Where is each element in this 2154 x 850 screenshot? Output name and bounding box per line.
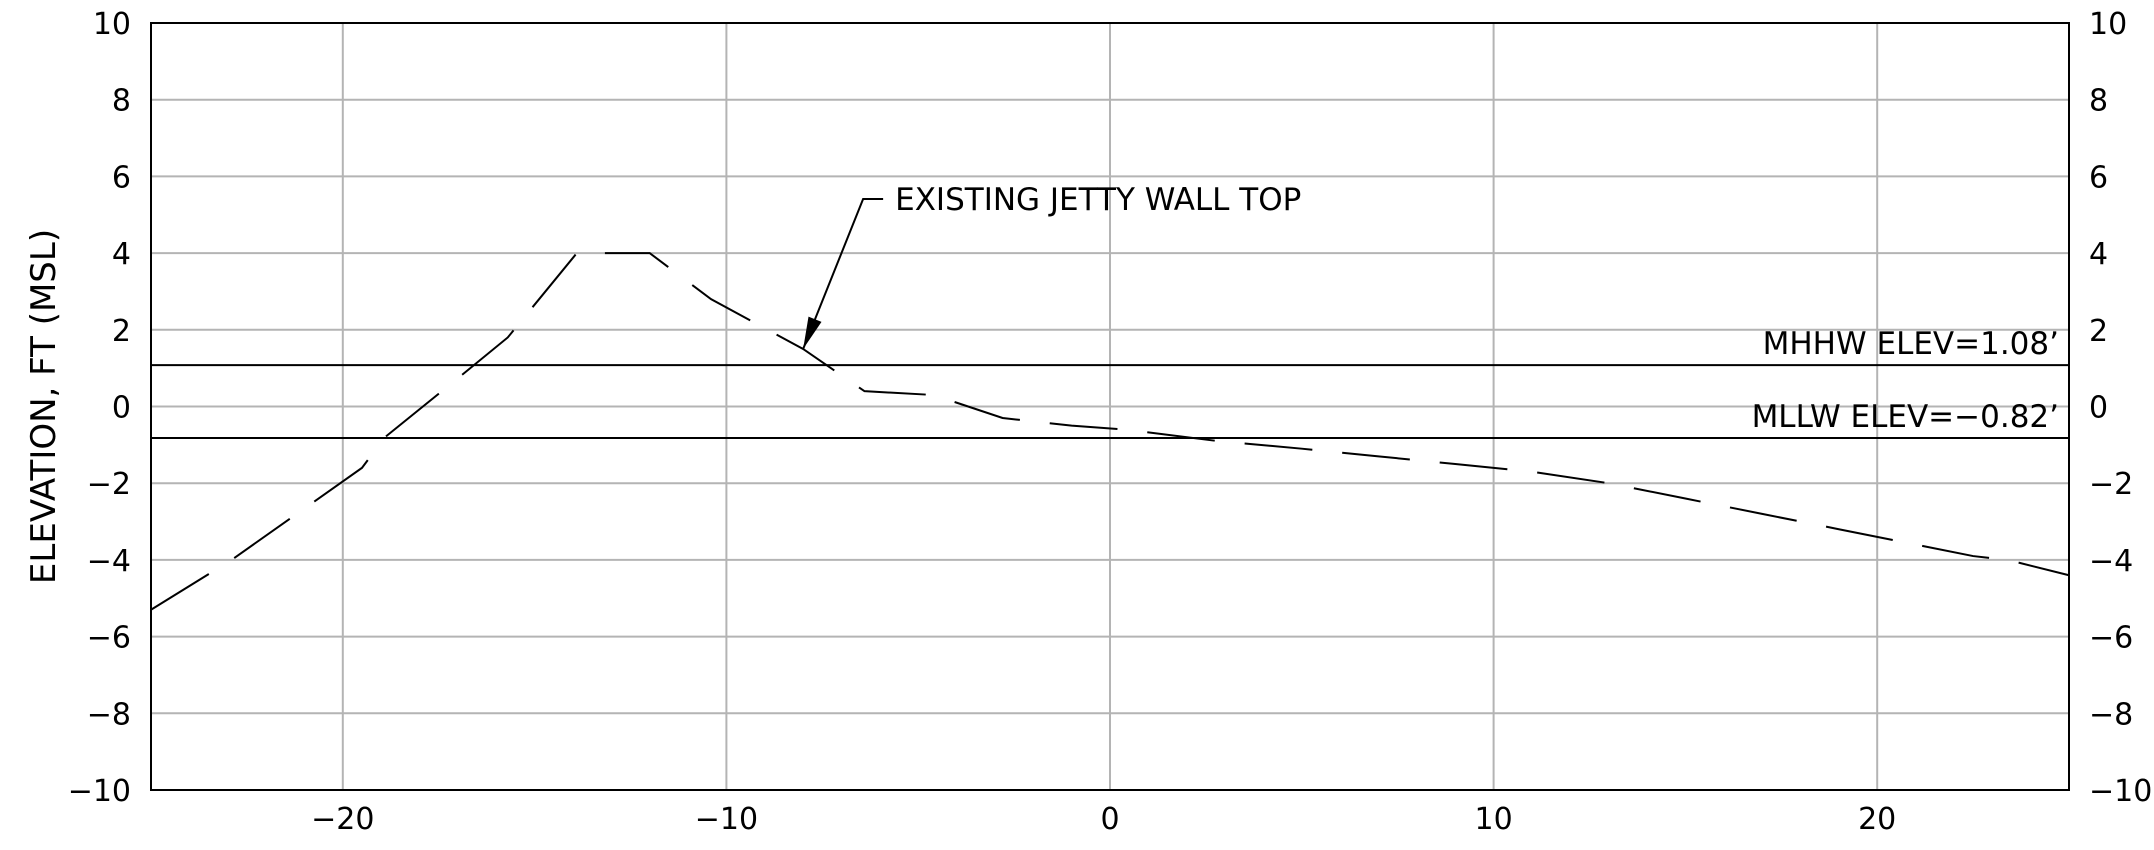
y-tick-label-left: −6	[87, 621, 131, 656]
y-tick-label-right: −4	[2089, 544, 2133, 579]
x-tick-label: 0	[1100, 802, 1119, 837]
y-tick-label-right: −6	[2089, 621, 2133, 656]
y-tick-label-right: −10	[2089, 774, 2152, 809]
y-tick-label-right: 2	[2089, 314, 2108, 349]
y-tick-label-right: 6	[2089, 160, 2108, 195]
x-tick-label: −20	[311, 802, 374, 837]
annotation-leader	[802, 198, 884, 350]
y-tick-label-left: −10	[68, 774, 131, 809]
reference-lines-layer: MHHW ELEV=1.08’ MLLW ELEV=−0.82’	[151, 326, 2069, 439]
y-tick-label-left: 0	[112, 391, 131, 426]
reference-line-label: MLLW ELEV=−0.82’	[1752, 399, 2059, 435]
x-tick-label: −10	[695, 802, 758, 837]
y-tick-label-right: 4	[2089, 237, 2108, 272]
y-tick-label-right: −2	[2089, 467, 2133, 502]
y-tick-label-left: 2	[112, 314, 131, 349]
annotation-layer: EXISTING JETTY WALL TOP	[802, 182, 1301, 350]
reference-line-label: MHHW ELEV=1.08’	[1763, 326, 2059, 362]
y-tick-label-right: 8	[2089, 84, 2108, 119]
x-tick-label: 20	[1858, 802, 1896, 837]
series-layer	[150, 252, 2070, 611]
y-tick-label-left: 10	[93, 7, 131, 42]
tick-labels-layer: −10 −10−8 −8−6 −6−4 −4−2 −20 02 24 46 68 810 10−20−…	[68, 7, 2153, 837]
profile-line	[150, 252, 2070, 611]
plot-frame	[150, 22, 2070, 791]
annotation-label: EXISTING JETTY WALL TOP	[895, 182, 1301, 218]
y-axis-title: ELEVATION, FT (MSL)	[24, 229, 64, 584]
y-tick-label-left: −2	[87, 467, 131, 502]
y-tick-label-right: 10	[2089, 7, 2127, 42]
y-tick-label-left: −8	[87, 697, 131, 732]
y-tick-label-left: 6	[112, 160, 131, 195]
x-tick-label: 10	[1475, 802, 1513, 837]
y-tick-label-right: −8	[2089, 697, 2133, 732]
y-tick-label-left: 4	[112, 237, 131, 272]
y-tick-label-left: −4	[87, 544, 131, 579]
annotation-arrowhead	[803, 316, 822, 349]
y-tick-label-right: 0	[2089, 391, 2108, 426]
y-tick-label-left: 8	[112, 84, 131, 119]
